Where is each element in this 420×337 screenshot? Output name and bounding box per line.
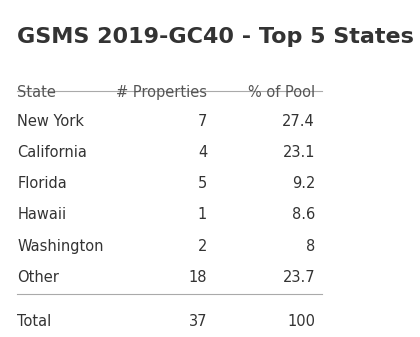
- Text: Washington: Washington: [17, 239, 104, 254]
- Text: 8: 8: [306, 239, 315, 254]
- Text: % of Pool: % of Pool: [248, 85, 315, 99]
- Text: New York: New York: [17, 114, 84, 129]
- Text: 27.4: 27.4: [282, 114, 315, 129]
- Text: Other: Other: [17, 270, 59, 285]
- Text: 23.7: 23.7: [282, 270, 315, 285]
- Text: 1: 1: [198, 208, 207, 222]
- Text: 100: 100: [287, 314, 315, 329]
- Text: 23.1: 23.1: [283, 145, 315, 160]
- Text: # Properties: # Properties: [116, 85, 207, 99]
- Text: 7: 7: [198, 114, 207, 129]
- Text: Hawaii: Hawaii: [17, 208, 66, 222]
- Text: State: State: [17, 85, 56, 99]
- Text: GSMS 2019-GC40 - Top 5 States: GSMS 2019-GC40 - Top 5 States: [17, 27, 414, 47]
- Text: 5: 5: [198, 176, 207, 191]
- Text: 8.6: 8.6: [292, 208, 315, 222]
- Text: 9.2: 9.2: [292, 176, 315, 191]
- Text: California: California: [17, 145, 87, 160]
- Text: 4: 4: [198, 145, 207, 160]
- Text: Florida: Florida: [17, 176, 67, 191]
- Text: 18: 18: [189, 270, 207, 285]
- Text: 2: 2: [198, 239, 207, 254]
- Text: 37: 37: [189, 314, 207, 329]
- Text: Total: Total: [17, 314, 52, 329]
